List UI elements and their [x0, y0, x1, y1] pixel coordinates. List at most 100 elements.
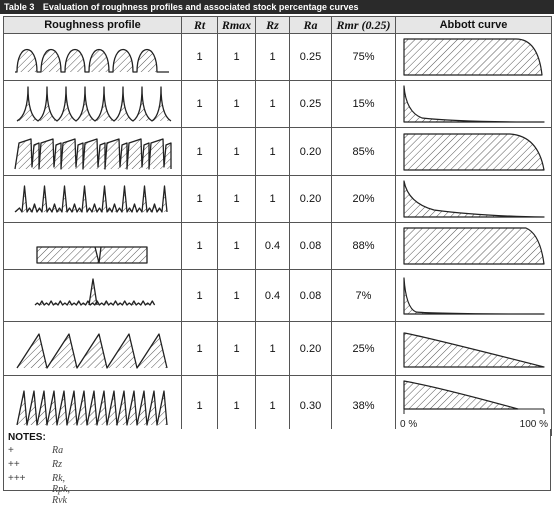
roughness-profile-figure	[14, 49, 169, 73]
rmr-value: 7%	[331, 269, 396, 322]
rmax-value: 1	[217, 375, 256, 436]
rmr-value: 85%	[331, 127, 396, 176]
header-abbott-curve: Abbott curve	[395, 16, 552, 34]
table-title: Evaluation of roughness profiles and ass…	[42, 2, 359, 12]
notes-title: NOTES:	[8, 432, 46, 443]
rt-value: 1	[181, 175, 218, 223]
rmr-value: 15%	[331, 80, 396, 128]
abbott-curve-figure: 0 % 100 %	[400, 379, 548, 430]
note-text: Ra	[52, 445, 64, 456]
axis-min-label: 0 %	[400, 419, 417, 430]
table-row: 1 1 1 0.30 38% 0 % 100 %	[3, 375, 552, 436]
rmax-value: 1	[217, 321, 256, 376]
rz-value: 1	[255, 321, 290, 376]
rt-value: 1	[181, 321, 218, 376]
roughness-table: Roughness profile Rt Rmax Rz Ra Rmr (0.2…	[3, 16, 552, 436]
rmr-value: 38%	[331, 375, 396, 436]
rt-value: 1	[181, 33, 218, 81]
abbott-curve-cell	[395, 222, 552, 270]
abbott-curve-cell	[395, 33, 552, 81]
note-symbol: ++	[8, 459, 20, 470]
note-symbol: +	[8, 445, 14, 456]
note-text: Rz	[52, 459, 62, 470]
roughness-profile-cell	[3, 175, 182, 223]
rt-value: 1	[181, 375, 218, 436]
roughness-profile-cell	[3, 321, 182, 376]
table-row: 1 1 1 0.20 25%	[3, 321, 552, 376]
abbott-curve-figure	[402, 180, 545, 218]
roughness-profile-figure	[15, 389, 168, 426]
abbott-curve-cell	[395, 127, 552, 176]
table-row: 1 1 1 0.25 15%	[3, 80, 552, 128]
roughness-profile-cell	[3, 33, 182, 81]
roughness-profile-cell	[3, 80, 182, 128]
rt-value: 1	[181, 80, 218, 128]
note-text: Rk, Rpk, Rvk	[52, 473, 71, 506]
abbott-curve-figure	[402, 331, 545, 368]
roughness-profile-cell	[3, 269, 182, 322]
ra-value: 0.20	[289, 321, 332, 376]
rmr-value: 88%	[331, 222, 396, 270]
roughness-profile-cell	[3, 222, 182, 270]
roughness-profile-figure	[34, 277, 155, 306]
rt-value: 1	[181, 269, 218, 322]
rmr-value: 75%	[331, 33, 396, 81]
ra-value: 0.08	[289, 222, 332, 270]
ra-value: 0.20	[289, 127, 332, 176]
header-ra: Ra	[289, 16, 332, 34]
header-roughness-profile: Roughness profile	[3, 16, 182, 34]
rz-value: 1	[255, 80, 290, 128]
roughness-profile-figure	[15, 332, 168, 369]
header-rmr: Rmr (0.25)	[331, 16, 396, 34]
table-row: 1 1 0.4 0.08 88%	[3, 222, 552, 270]
rmax-value: 1	[217, 269, 256, 322]
abbott-curve-figure	[402, 85, 545, 123]
abbott-curve-figure	[402, 227, 545, 265]
header-row: Roughness profile Rt Rmax Rz Ra Rmr (0.2…	[3, 16, 552, 34]
rt-value: 1	[181, 127, 218, 176]
rz-value: 0.4	[255, 269, 290, 322]
rt-value: 1	[181, 222, 218, 270]
roughness-profile-figure	[13, 137, 172, 170]
table-row: 1 1 1 0.25 75%	[3, 33, 552, 81]
roughness-profile-figure	[14, 185, 168, 213]
abbott-curve-cell	[395, 321, 552, 376]
roughness-profile-cell	[3, 375, 182, 436]
rz-value: 0.4	[255, 222, 290, 270]
ra-value: 0.25	[289, 33, 332, 81]
ra-value: 0.30	[289, 375, 332, 436]
ra-value: 0.20	[289, 175, 332, 223]
rmax-value: 1	[217, 222, 256, 270]
header-rmax: Rmax	[217, 16, 256, 34]
roughness-profile-cell	[3, 127, 182, 176]
roughness-profile-figure	[35, 246, 148, 264]
notes-section: NOTES: + Ra ++ Rz +++ Rk, Rpk, Rvk	[3, 429, 551, 506]
table-row: 1 1 1 0.20 85%	[3, 127, 552, 176]
rmr-value: 20%	[331, 175, 396, 223]
axis-max-label: 100 %	[519, 419, 547, 430]
rmax-value: 1	[217, 175, 256, 223]
rmax-value: 1	[217, 80, 256, 128]
abbott-curve-cell	[395, 269, 552, 322]
abbott-curve-cell	[395, 175, 552, 223]
header-rz: Rz	[255, 16, 290, 34]
rmax-value: 1	[217, 127, 256, 176]
roughness-profile-figure	[16, 86, 171, 122]
rz-value: 1	[255, 175, 290, 223]
rz-value: 1	[255, 375, 290, 436]
table-number: Table 3	[4, 2, 35, 12]
ra-value: 0.08	[289, 269, 332, 322]
abbott-curve-figure	[402, 132, 545, 171]
rz-value: 1	[255, 33, 290, 81]
table-caption: Table 3 Evaluation of roughness profiles…	[0, 0, 554, 14]
table-row: 1 1 0.4 0.08 7%	[3, 269, 552, 322]
abbott-curve-figure	[402, 38, 543, 76]
note-symbol: +++	[8, 473, 26, 484]
abbott-curve-cell: 0 % 100 %	[395, 375, 552, 436]
table-row: 1 1 1 0.20 20%	[3, 175, 552, 223]
header-rt: Rt	[181, 16, 218, 34]
ra-value: 0.25	[289, 80, 332, 128]
rz-value: 1	[255, 127, 290, 176]
rmr-value: 25%	[331, 321, 396, 376]
